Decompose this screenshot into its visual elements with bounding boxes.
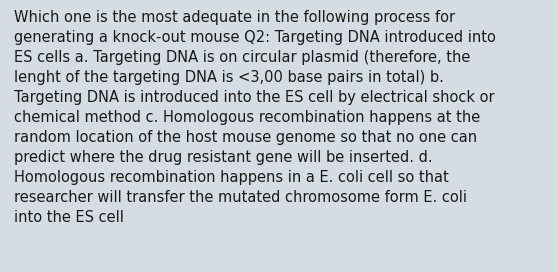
Text: Which one is the most adequate in the following process for
generating a knock-o: Which one is the most adequate in the fo… bbox=[14, 10, 496, 225]
